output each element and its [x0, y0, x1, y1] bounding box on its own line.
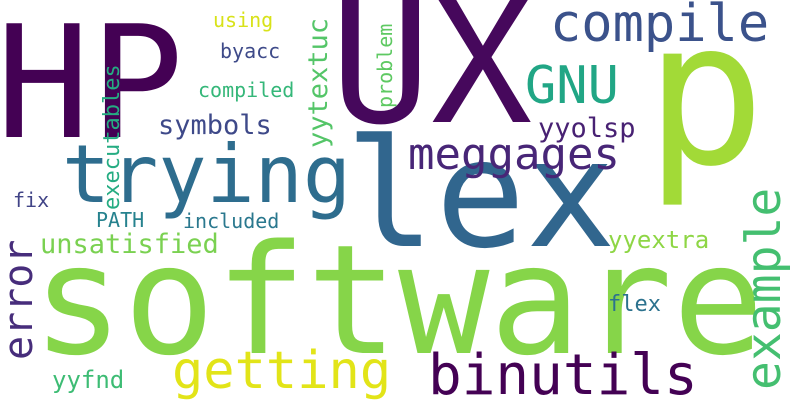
word-yyolsp: yyolsp — [538, 113, 636, 144]
word-fix: fix — [13, 188, 50, 212]
word-flex: flex — [608, 292, 661, 317]
word-symbols: symbols — [158, 110, 272, 141]
word-hp: HP — [0, 0, 184, 174]
word-yyextra: yyextra — [608, 226, 710, 254]
word-ux: UX — [330, 0, 533, 162]
word-path: PATH — [96, 208, 145, 232]
word-byacc: byacc — [220, 39, 281, 63]
word-lex: lex — [345, 108, 616, 282]
word-getting: getting — [172, 341, 392, 400]
word-using: using — [213, 8, 274, 32]
word-unsatisfied: unsatisfied — [40, 229, 219, 260]
word-example: example — [736, 187, 792, 390]
word-yyfnd: yyfnd — [52, 366, 125, 394]
word-gnu: GNU — [525, 56, 619, 116]
word-problem: problem — [373, 23, 397, 108]
word-error: error — [0, 239, 42, 360]
word-meggages: meggages — [408, 129, 620, 180]
word-software: software — [32, 212, 765, 389]
word-compile: compile — [550, 0, 770, 54]
word-included: included — [183, 209, 280, 233]
word-compiled: compiled — [198, 78, 295, 102]
word-binutils: binutils — [428, 343, 698, 400]
word-p: p — [645, 0, 766, 211]
word-executables: executables — [100, 64, 125, 210]
word-yytextuc: yytextuc — [303, 17, 334, 148]
word-trying: trying — [62, 128, 351, 221]
